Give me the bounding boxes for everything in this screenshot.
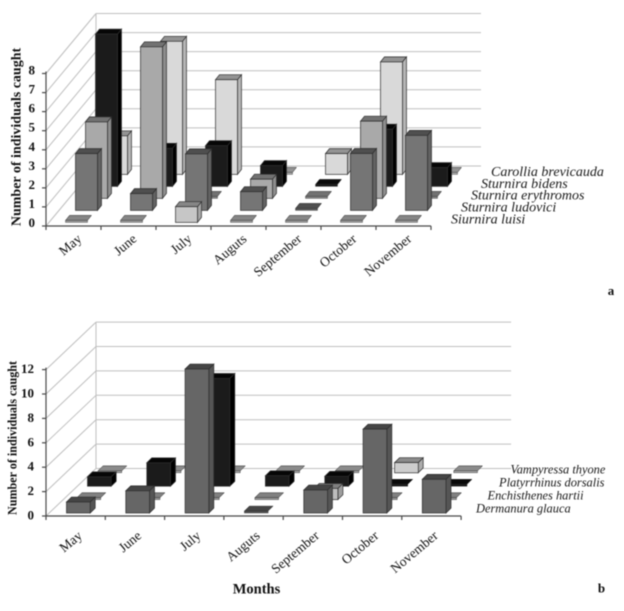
svg-text:Sturnira ludovici: Sturnira ludovici — [461, 201, 556, 216]
svg-text:8: 8 — [29, 63, 36, 78]
svg-text:Months: Months — [233, 582, 281, 598]
svg-text:2: 2 — [28, 483, 35, 498]
svg-text:3: 3 — [29, 158, 36, 173]
svg-text:Sturnira bidens: Sturnira bidens — [481, 177, 568, 192]
svg-text:0: 0 — [29, 215, 36, 230]
svg-text:6: 6 — [29, 101, 36, 116]
svg-text:Number of individuals caught: Number of individuals caught — [9, 48, 24, 227]
svg-text:1: 1 — [29, 196, 36, 211]
svg-text:12: 12 — [21, 361, 34, 376]
svg-text:Platyrrhinus dorsalis: Platyrrhinus dorsalis — [498, 476, 605, 490]
svg-text:7: 7 — [29, 82, 36, 97]
svg-text:5: 5 — [29, 120, 36, 135]
svg-text:b: b — [598, 581, 605, 596]
svg-text:0: 0 — [28, 508, 35, 523]
svg-text:Siurnira luisi: Siurnira luisi — [451, 212, 525, 227]
svg-text:Number of individuals caught: Number of individuals caught — [6, 361, 20, 515]
svg-text:Carollia brevicauda: Carollia brevicauda — [491, 165, 604, 180]
svg-text:8: 8 — [28, 410, 35, 425]
svg-text:10: 10 — [21, 386, 34, 401]
svg-text:4: 4 — [29, 139, 36, 154]
svg-text:Sturnira erythromos: Sturnira erythromos — [471, 189, 585, 204]
svg-text:4: 4 — [28, 459, 35, 474]
svg-text:Vampyressa thyone: Vampyressa thyone — [511, 463, 606, 477]
svg-text:2: 2 — [29, 177, 36, 192]
svg-text:6: 6 — [28, 434, 35, 449]
svg-text:a: a — [608, 283, 615, 298]
svg-text:Enchisthenes hartii: Enchisthenes hartii — [487, 488, 585, 502]
svg-text:Dermanura glauca: Dermanura glauca — [475, 501, 571, 515]
